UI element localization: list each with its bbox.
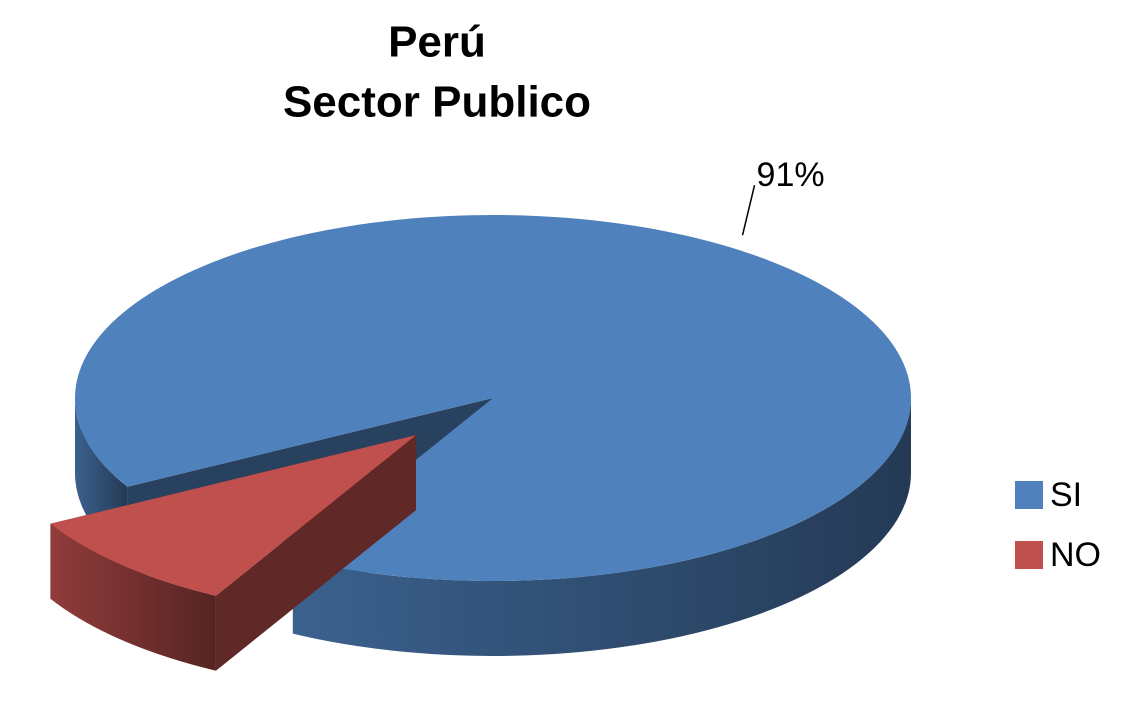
- legend-swatch: [1015, 541, 1043, 569]
- legend-label: NO: [1050, 536, 1101, 574]
- slice-side: [292, 398, 911, 656]
- legend-label: SI: [1050, 476, 1082, 514]
- value-label: 91%: [757, 156, 825, 194]
- slice-top: [50, 435, 417, 596]
- legend-swatch: [1015, 481, 1043, 509]
- pie-slice: [50, 435, 417, 671]
- chart-title: Perú: [388, 18, 486, 67]
- slice-side: [50, 523, 216, 671]
- leader-line: [741, 184, 756, 236]
- slice-top: [75, 215, 911, 582]
- chart-subtitle: Sector Publico: [283, 78, 591, 127]
